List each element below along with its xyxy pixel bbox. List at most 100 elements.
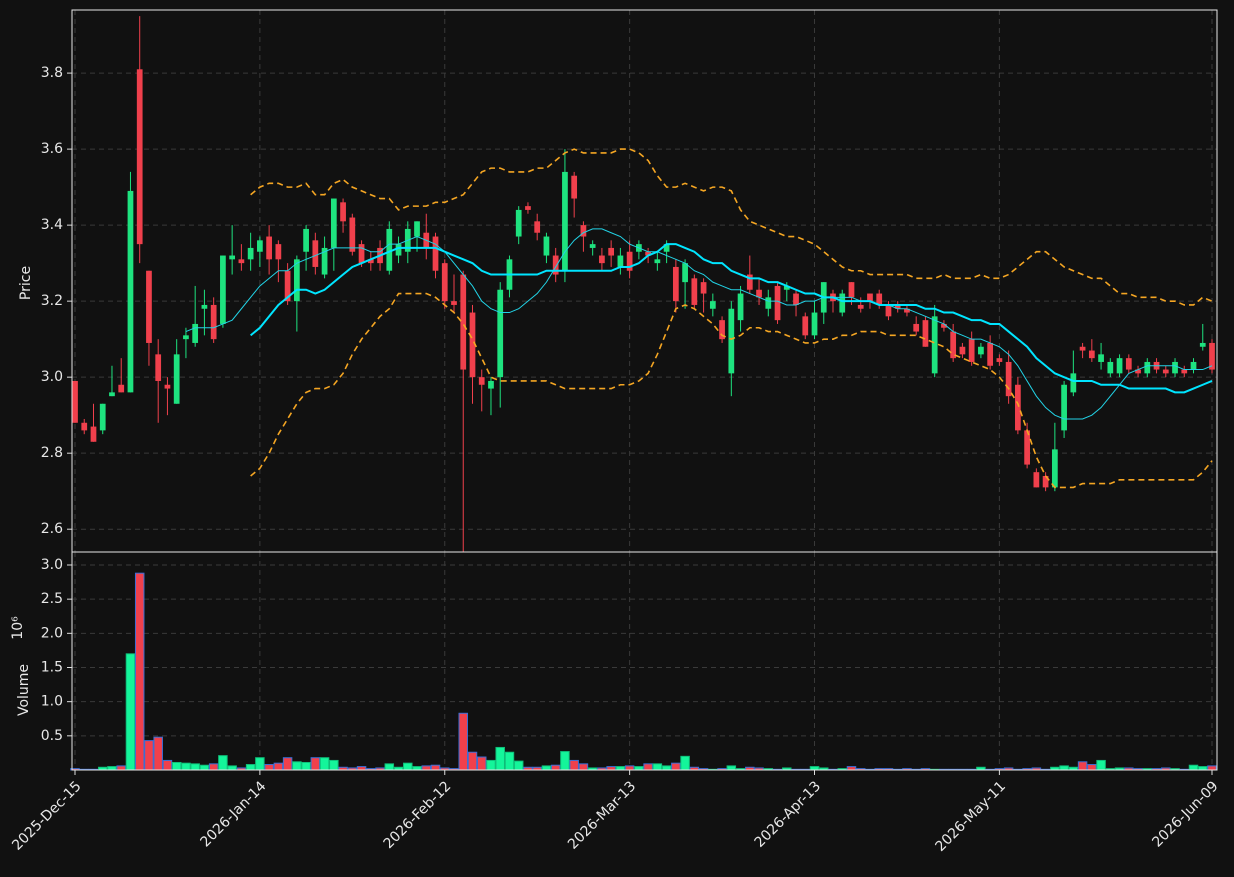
candle-body bbox=[746, 274, 753, 290]
y-tick-label: 0.5 bbox=[41, 728, 63, 744]
volume-bar bbox=[403, 762, 413, 771]
candle-body bbox=[728, 308, 735, 374]
candle-body bbox=[367, 259, 374, 264]
candle-body bbox=[515, 209, 522, 237]
candle-body bbox=[589, 244, 596, 248]
volume-bar bbox=[513, 760, 524, 771]
candle-body bbox=[312, 240, 319, 267]
candle-body bbox=[1061, 384, 1067, 431]
candle-body bbox=[894, 304, 901, 309]
candle-body bbox=[349, 217, 356, 252]
candle-body bbox=[155, 354, 162, 381]
volume-axis-label: Volume bbox=[16, 664, 32, 716]
candle-body bbox=[885, 304, 892, 317]
volume-bar bbox=[560, 751, 570, 771]
volume-bar bbox=[421, 765, 432, 771]
candle-body bbox=[1181, 369, 1188, 374]
candle-body bbox=[922, 320, 929, 347]
candle-body bbox=[1070, 373, 1077, 393]
volume-bar bbox=[661, 765, 672, 771]
volume-bar bbox=[144, 740, 154, 771]
candle-body bbox=[691, 278, 698, 305]
volume-bar bbox=[624, 765, 635, 771]
candle-body bbox=[229, 255, 236, 260]
candle-body bbox=[774, 285, 781, 321]
volume-bar bbox=[1077, 761, 1088, 771]
candle-body bbox=[330, 198, 337, 248]
y-tick-label: 3.0 bbox=[41, 369, 63, 385]
overlay-line bbox=[250, 148, 1213, 306]
volume-bar bbox=[208, 763, 219, 771]
candle-body bbox=[682, 263, 688, 283]
volume-bar bbox=[1096, 759, 1106, 771]
y-tick-label: 3.4 bbox=[41, 217, 63, 233]
y-tick-label: 2.8 bbox=[41, 445, 63, 461]
candle-body bbox=[783, 285, 790, 290]
candle-body bbox=[1135, 369, 1141, 374]
candle-body bbox=[654, 259, 661, 264]
candle-body bbox=[839, 293, 846, 313]
volume-bar bbox=[1059, 765, 1069, 771]
volume-bar bbox=[726, 765, 737, 771]
y-tick-label: 1.0 bbox=[41, 694, 63, 710]
candle-body bbox=[1125, 358, 1132, 370]
volume-bar bbox=[1087, 764, 1097, 771]
candle-body bbox=[811, 312, 818, 336]
candle-body bbox=[793, 293, 799, 305]
candle-body bbox=[802, 316, 809, 336]
volume-bar bbox=[356, 766, 367, 771]
y-tick-label: 3.0 bbox=[41, 557, 63, 573]
candle-body bbox=[173, 354, 180, 404]
candle-body bbox=[913, 323, 920, 332]
candle-body bbox=[136, 69, 143, 245]
candle-body bbox=[996, 358, 1003, 362]
candle-body bbox=[765, 297, 772, 309]
candle-body bbox=[340, 202, 346, 222]
candle-body bbox=[1051, 449, 1058, 488]
volume-bar bbox=[1198, 766, 1208, 771]
candle-body bbox=[599, 255, 605, 264]
candle-body bbox=[432, 236, 439, 271]
volume-bar bbox=[116, 765, 126, 771]
candle-body bbox=[1098, 354, 1104, 362]
volume-bar bbox=[199, 764, 210, 771]
candle-body bbox=[497, 289, 504, 378]
candle-body bbox=[220, 255, 226, 324]
volume-bar bbox=[846, 766, 857, 771]
candle-body bbox=[1190, 361, 1197, 370]
volume-bar bbox=[809, 766, 820, 771]
candle-body bbox=[146, 270, 152, 343]
volume-bar bbox=[634, 766, 644, 771]
volume-bar bbox=[486, 759, 496, 771]
candle-body bbox=[571, 175, 578, 199]
y-tick-label: 2.5 bbox=[41, 591, 63, 607]
candle-body bbox=[857, 304, 864, 309]
candle-body bbox=[1144, 361, 1151, 374]
volume-bar bbox=[264, 764, 274, 771]
volume-bar bbox=[550, 764, 561, 771]
candle-body bbox=[978, 346, 984, 355]
candle-body bbox=[183, 335, 189, 340]
candle-body bbox=[488, 380, 494, 389]
candle-body bbox=[626, 251, 633, 271]
candle-body bbox=[192, 323, 199, 343]
volume-bar bbox=[495, 746, 505, 771]
candle-body bbox=[959, 346, 966, 355]
candle-body bbox=[386, 228, 393, 271]
volume-bar bbox=[190, 763, 200, 771]
volume-bar bbox=[606, 766, 616, 771]
volume-bar bbox=[227, 765, 237, 771]
volume-offset-text: 10⁶ bbox=[10, 616, 26, 640]
candle-body bbox=[672, 266, 679, 302]
volume-bar bbox=[181, 762, 191, 771]
candle-body bbox=[848, 282, 855, 298]
volume-bar bbox=[541, 765, 552, 771]
candle-body bbox=[543, 236, 550, 256]
candle-body bbox=[1199, 342, 1206, 347]
candle-body bbox=[201, 304, 208, 309]
y-tick-label: 3.6 bbox=[41, 141, 63, 157]
candle-body bbox=[1015, 384, 1021, 431]
volume-bar bbox=[458, 712, 468, 771]
candle-body bbox=[876, 293, 883, 305]
